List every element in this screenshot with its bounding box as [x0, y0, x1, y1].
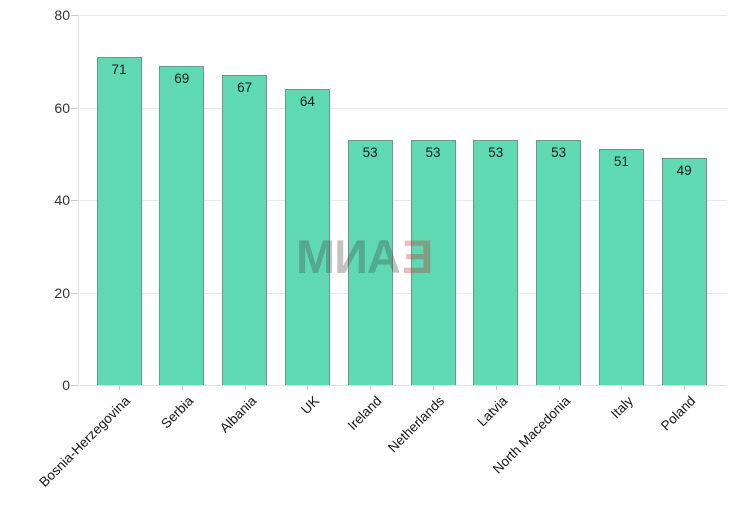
y-tick-mark	[71, 200, 78, 201]
x-tick-mark	[621, 386, 623, 390]
x-tick-mark	[558, 386, 560, 390]
bar-albania	[222, 75, 268, 385]
y-tick-label: 0	[62, 377, 70, 393]
x-tick-mark	[119, 386, 120, 390]
gridline	[78, 107, 727, 109]
bar-value-label: 71	[111, 61, 127, 77]
x-tick-label: Latvia	[474, 393, 511, 430]
y-tick-label: 60	[54, 99, 70, 116]
y-tick-mark	[71, 107, 78, 109]
bar-value-label: 64	[299, 94, 315, 109]
x-tick-label: Serbia	[157, 393, 197, 432]
bar-ireland	[347, 139, 393, 385]
x-tick-mark	[307, 386, 309, 390]
bar-uk	[284, 89, 330, 385]
x-tick-label: UK	[297, 393, 322, 418]
bar-poland	[661, 158, 707, 385]
y-tick-mark	[71, 15, 78, 16]
x-tick-label: Italy	[607, 393, 636, 422]
x-tick-label: Netherlands	[385, 393, 448, 456]
bar-bosnia-herzegovina	[96, 56, 142, 385]
bar-italy	[598, 149, 644, 385]
x-tick-label: Albania	[216, 393, 259, 436]
bar-value-label: 53	[551, 144, 567, 160]
gridline	[78, 292, 727, 294]
bar-value-label: 53	[488, 144, 504, 160]
bar-value-label: 51	[613, 154, 629, 170]
bar-value-label: 53	[362, 144, 378, 160]
bar-latvia	[473, 139, 519, 385]
x-tick-mark	[370, 386, 372, 390]
bar-north-macedonia	[536, 139, 582, 385]
x-tick-mark	[244, 386, 246, 390]
bar-value-label: 49	[676, 163, 692, 179]
bar-netherlands	[410, 139, 456, 385]
y-axis-line	[78, 15, 79, 385]
y-tick-label: 20	[54, 284, 70, 301]
y-tick-label: 80	[54, 7, 70, 23]
gridline	[78, 200, 727, 201]
gridline	[78, 15, 727, 16]
bar-serbia	[159, 65, 205, 385]
y-tick-label: 40	[54, 192, 70, 208]
x-tick-label: Ireland	[344, 393, 385, 433]
x-tick-label: Poland	[658, 393, 699, 434]
x-axis-baseline	[78, 385, 727, 386]
x-tick-mark	[433, 386, 434, 390]
bar-value-label: 53	[425, 144, 441, 160]
bar-value-label: 69	[174, 70, 190, 86]
y-tick-mark	[71, 292, 78, 294]
x-tick-mark	[181, 386, 183, 390]
y-tick-mark	[71, 385, 78, 386]
x-tick-label: Bosnia-Herzegovina	[36, 393, 134, 490]
x-tick-mark	[495, 386, 497, 390]
x-tick-mark	[684, 386, 686, 390]
bar-value-label: 67	[237, 80, 253, 96]
